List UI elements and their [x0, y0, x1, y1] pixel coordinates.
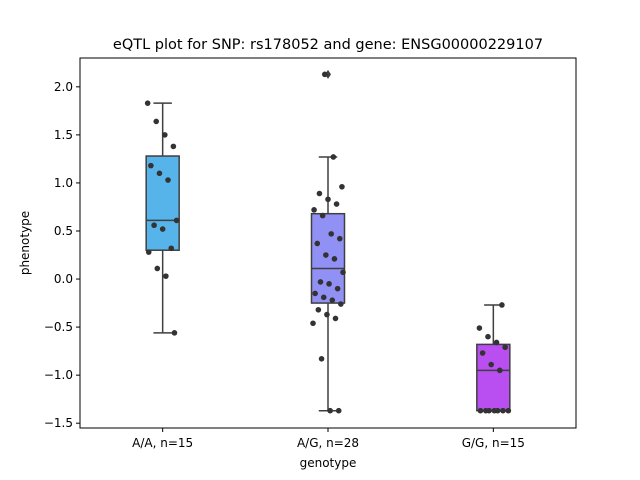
data-point	[485, 333, 491, 340]
x-axis: A/A, n=15 A/G, n=28 G/G, n=15	[132, 428, 525, 450]
data-point	[156, 170, 163, 177]
data-point	[154, 265, 161, 272]
data-point	[339, 183, 345, 190]
data-point	[505, 407, 512, 414]
points-layer	[144, 71, 512, 414]
data-point	[323, 252, 329, 258]
x-tick-label: A/A, n=15	[132, 436, 193, 450]
data-point	[476, 325, 483, 331]
data-point	[171, 330, 178, 336]
data-point	[335, 407, 342, 414]
data-point	[165, 177, 171, 183]
data-point	[327, 407, 333, 414]
data-point	[338, 301, 344, 307]
y-tick-label: −1.0	[44, 368, 73, 382]
box-group	[145, 102, 180, 334]
x-tick-label: G/G, n=15	[462, 436, 525, 450]
data-point	[315, 306, 322, 313]
data-point	[486, 407, 492, 414]
data-point	[340, 269, 346, 276]
y-axis: −1.5 −1.0 −0.5 0.0 0.5 1.0 1.5 2.0	[44, 80, 80, 430]
data-point	[332, 315, 339, 322]
data-point	[321, 71, 328, 78]
data-point	[159, 226, 166, 232]
data-point	[319, 212, 326, 219]
y-tick-label: −1.5	[44, 416, 73, 430]
data-point	[502, 344, 508, 351]
y-tick-label: 0.0	[54, 272, 73, 286]
chart-title: eQTL plot for SNP: rs178052 and gene: EN…	[113, 37, 543, 53]
data-point	[145, 249, 152, 255]
data-point	[148, 162, 154, 169]
data-point	[173, 217, 180, 224]
data-point	[479, 350, 486, 356]
y-tick-label: 1.0	[54, 176, 73, 190]
data-point	[477, 407, 484, 414]
data-point	[329, 297, 336, 303]
y-tick-label: −0.5	[44, 320, 73, 334]
x-tick-label: A/G, n=28	[297, 436, 359, 450]
data-point	[488, 361, 494, 368]
data-point	[318, 356, 325, 362]
data-point	[330, 154, 337, 160]
x-axis-label: genotype	[300, 456, 357, 470]
data-point	[493, 339, 500, 346]
data-point	[170, 143, 177, 150]
data-point	[310, 320, 316, 327]
data-point	[334, 285, 341, 292]
data-point	[324, 311, 330, 318]
data-point	[316, 190, 323, 197]
data-point	[494, 407, 501, 414]
box	[145, 155, 180, 251]
data-point	[153, 118, 160, 125]
data-point	[326, 281, 332, 287]
data-point	[163, 273, 169, 279]
data-point	[325, 196, 331, 203]
data-point	[499, 302, 505, 308]
box-group	[310, 69, 346, 412]
data-point	[151, 222, 157, 229]
data-point	[333, 201, 340, 207]
boxes-layer	[145, 69, 511, 412]
data-point	[168, 245, 175, 252]
data-point	[328, 231, 335, 237]
y-tick-label: 0.5	[54, 224, 73, 238]
data-point	[496, 367, 503, 374]
y-tick-label: 1.5	[54, 128, 73, 142]
data-point	[336, 235, 343, 242]
data-point	[314, 240, 321, 247]
data-point	[162, 132, 168, 138]
data-point	[317, 279, 324, 285]
y-axis-label: phenotype	[18, 211, 32, 275]
y-tick-label: 2.0	[54, 80, 73, 94]
data-point	[320, 294, 327, 301]
outlier-marker	[325, 69, 331, 79]
data-point	[311, 207, 317, 213]
data-point	[144, 100, 151, 106]
data-point	[312, 290, 318, 297]
data-point	[500, 407, 506, 414]
data-point	[331, 256, 338, 262]
